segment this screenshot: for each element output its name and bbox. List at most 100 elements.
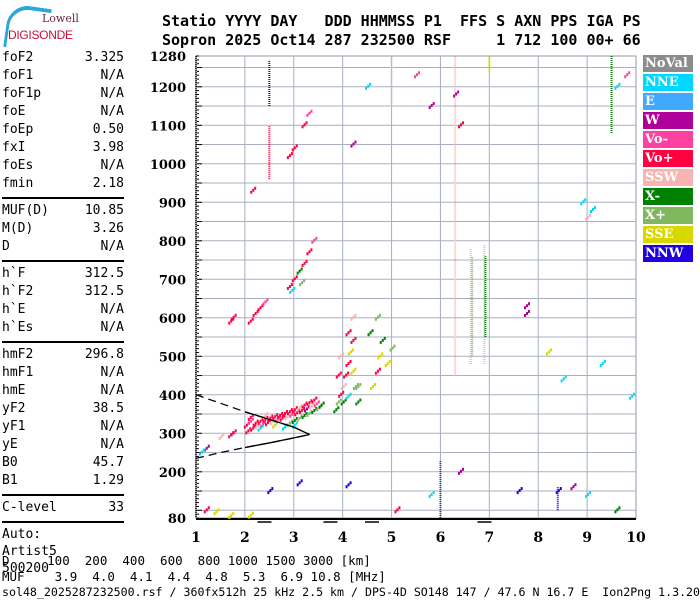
param-row: h`Es N/A: [2, 319, 124, 337]
echo-point: [288, 410, 291, 414]
echo-point: [592, 208, 594, 211]
echo-point: [313, 408, 316, 412]
param-value: N/A: [100, 239, 124, 254]
echo-point: [526, 304, 528, 308]
param-value: N/A: [100, 437, 124, 452]
param-value: 296.8: [84, 347, 124, 362]
param-value: N/A: [100, 158, 124, 173]
param-value: 45.7: [92, 455, 124, 470]
echo-point: [251, 317, 254, 321]
echo-point: [526, 311, 528, 315]
echo-point: [614, 510, 617, 514]
param-row: D N/A: [2, 238, 124, 256]
echo-point: [249, 419, 252, 423]
echo-point: [250, 428, 253, 432]
echo-point: [232, 317, 235, 321]
echo-point: [295, 416, 298, 420]
echo-point: [228, 435, 231, 439]
echo-point: [303, 406, 306, 410]
legend-item-xminus: X-: [643, 187, 693, 206]
echo-point: [254, 186, 257, 190]
param-value: N/A: [100, 302, 124, 317]
param-label: fxI: [2, 140, 26, 155]
echo-point: [376, 369, 379, 373]
echo-point: [453, 94, 456, 98]
param-row: hmE N/A: [2, 382, 124, 400]
echo-point: [430, 492, 433, 496]
echo-point: [378, 313, 381, 317]
echo-point: [355, 387, 358, 391]
param-value: 3.26: [92, 221, 124, 236]
echo-point: [572, 485, 575, 489]
echo-point: [272, 425, 275, 429]
echo-point: [249, 513, 252, 517]
x-tick-label: 3: [289, 530, 299, 546]
echo-point: [335, 408, 338, 412]
echo-point: [281, 411, 284, 415]
param-row: h`E N/A: [2, 301, 124, 319]
echo-point: [296, 271, 299, 275]
echo-point: [557, 489, 560, 493]
echo-point: [273, 417, 276, 421]
echo-point: [383, 336, 386, 340]
param-label: h`Es: [2, 320, 34, 335]
echo-point: [339, 398, 342, 402]
scaled-parameters-panel: foF2 3.325 foF1 N/A foF1p N/A foE N/A foEp 0.50 fx…: [2, 49, 124, 577]
echo-point: [342, 400, 345, 404]
echo-point: [311, 410, 314, 414]
param-value: N/A: [100, 68, 124, 83]
echo-point: [288, 421, 291, 425]
echo-point: [458, 471, 460, 475]
echo-point: [628, 71, 631, 75]
echo-point: [369, 82, 372, 86]
echo-point: [217, 508, 220, 512]
echo-point: [308, 406, 311, 410]
y-tick-label: 1000: [150, 158, 186, 173]
echo-point: [306, 113, 309, 117]
echo-point: [616, 84, 619, 88]
autoscaling-info: Artist5: [2, 544, 57, 559]
echo-point: [262, 302, 265, 306]
echo-point: [218, 437, 221, 441]
echo-point: [256, 309, 259, 313]
echo-point: [352, 369, 355, 373]
echo-point: [264, 413, 267, 417]
echo-point: [384, 364, 387, 367]
param-label: hmF1: [2, 365, 34, 380]
echo-point: [313, 404, 316, 408]
param-row: foF1p N/A: [2, 85, 124, 103]
echo-point: [352, 315, 355, 319]
echo-point: [340, 387, 343, 391]
echo-point: [560, 379, 563, 383]
echo-point: [286, 410, 288, 414]
echo-point: [460, 469, 462, 473]
echo-point: [342, 352, 345, 356]
echo-point: [337, 406, 340, 410]
echo-point: [269, 489, 272, 493]
echo-point: [316, 408, 319, 412]
echo-point: [624, 75, 627, 79]
echo-point: [393, 344, 396, 348]
echo-point: [264, 417, 267, 421]
echo-point: [320, 403, 323, 407]
x-tick-label: 8: [533, 530, 543, 546]
echo-point: [268, 419, 271, 423]
footer-distance-row: D 100 200 400 600 800 1000 1500 3000 [km…: [2, 553, 371, 568]
echo-point: [266, 421, 269, 425]
echo-point: [418, 71, 420, 75]
param-value: N/A: [100, 383, 124, 398]
echo-point: [299, 283, 302, 287]
param-row: M(D) 3.26: [2, 220, 124, 238]
echo-point: [301, 125, 304, 129]
echo-point: [306, 407, 308, 411]
echo-point: [590, 210, 592, 213]
echo-point: [350, 350, 352, 354]
echo-point: [259, 306, 262, 310]
echo-point: [516, 491, 519, 495]
echo-point: [335, 375, 338, 379]
echo-point: [458, 125, 460, 129]
echo-point: [633, 392, 636, 396]
echo-point: [272, 417, 275, 421]
x-tick-label: 2: [240, 530, 250, 546]
echo-point: [252, 313, 255, 317]
